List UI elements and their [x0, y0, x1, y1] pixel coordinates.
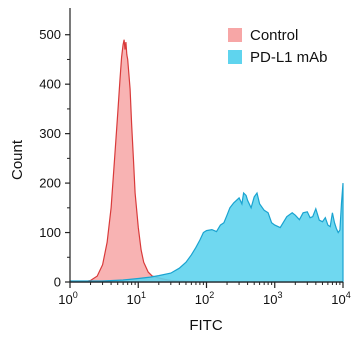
x-tick-label: 103 [263, 290, 282, 307]
y-tick-label: 0 [54, 275, 61, 290]
x-tick-label: 104 [331, 290, 350, 307]
y-tick-label: 100 [39, 225, 61, 240]
y-tick-label: 300 [39, 126, 61, 141]
legend-swatch-pd-l1-mab [228, 50, 242, 64]
series-area-pd-l1-mab [69, 183, 344, 283]
legend-label-pd-l1-mab: PD-L1 mAb [250, 49, 328, 66]
legend-swatch-control [228, 28, 242, 42]
y-tick-label: 400 [39, 77, 61, 92]
legend-label-control: Control [250, 27, 298, 44]
x-tick-label: 102 [195, 290, 214, 307]
y-tick-label: 500 [39, 27, 61, 42]
x-axis-title: FITC [189, 317, 222, 334]
x-tick-label: 100 [58, 290, 77, 307]
y-axis-title: Count [9, 139, 26, 180]
x-tick-label: 101 [127, 290, 146, 307]
y-tick-label: 200 [39, 176, 61, 191]
legend: Control PD-L1 mAb [228, 27, 328, 66]
series-layer [69, 39, 344, 283]
